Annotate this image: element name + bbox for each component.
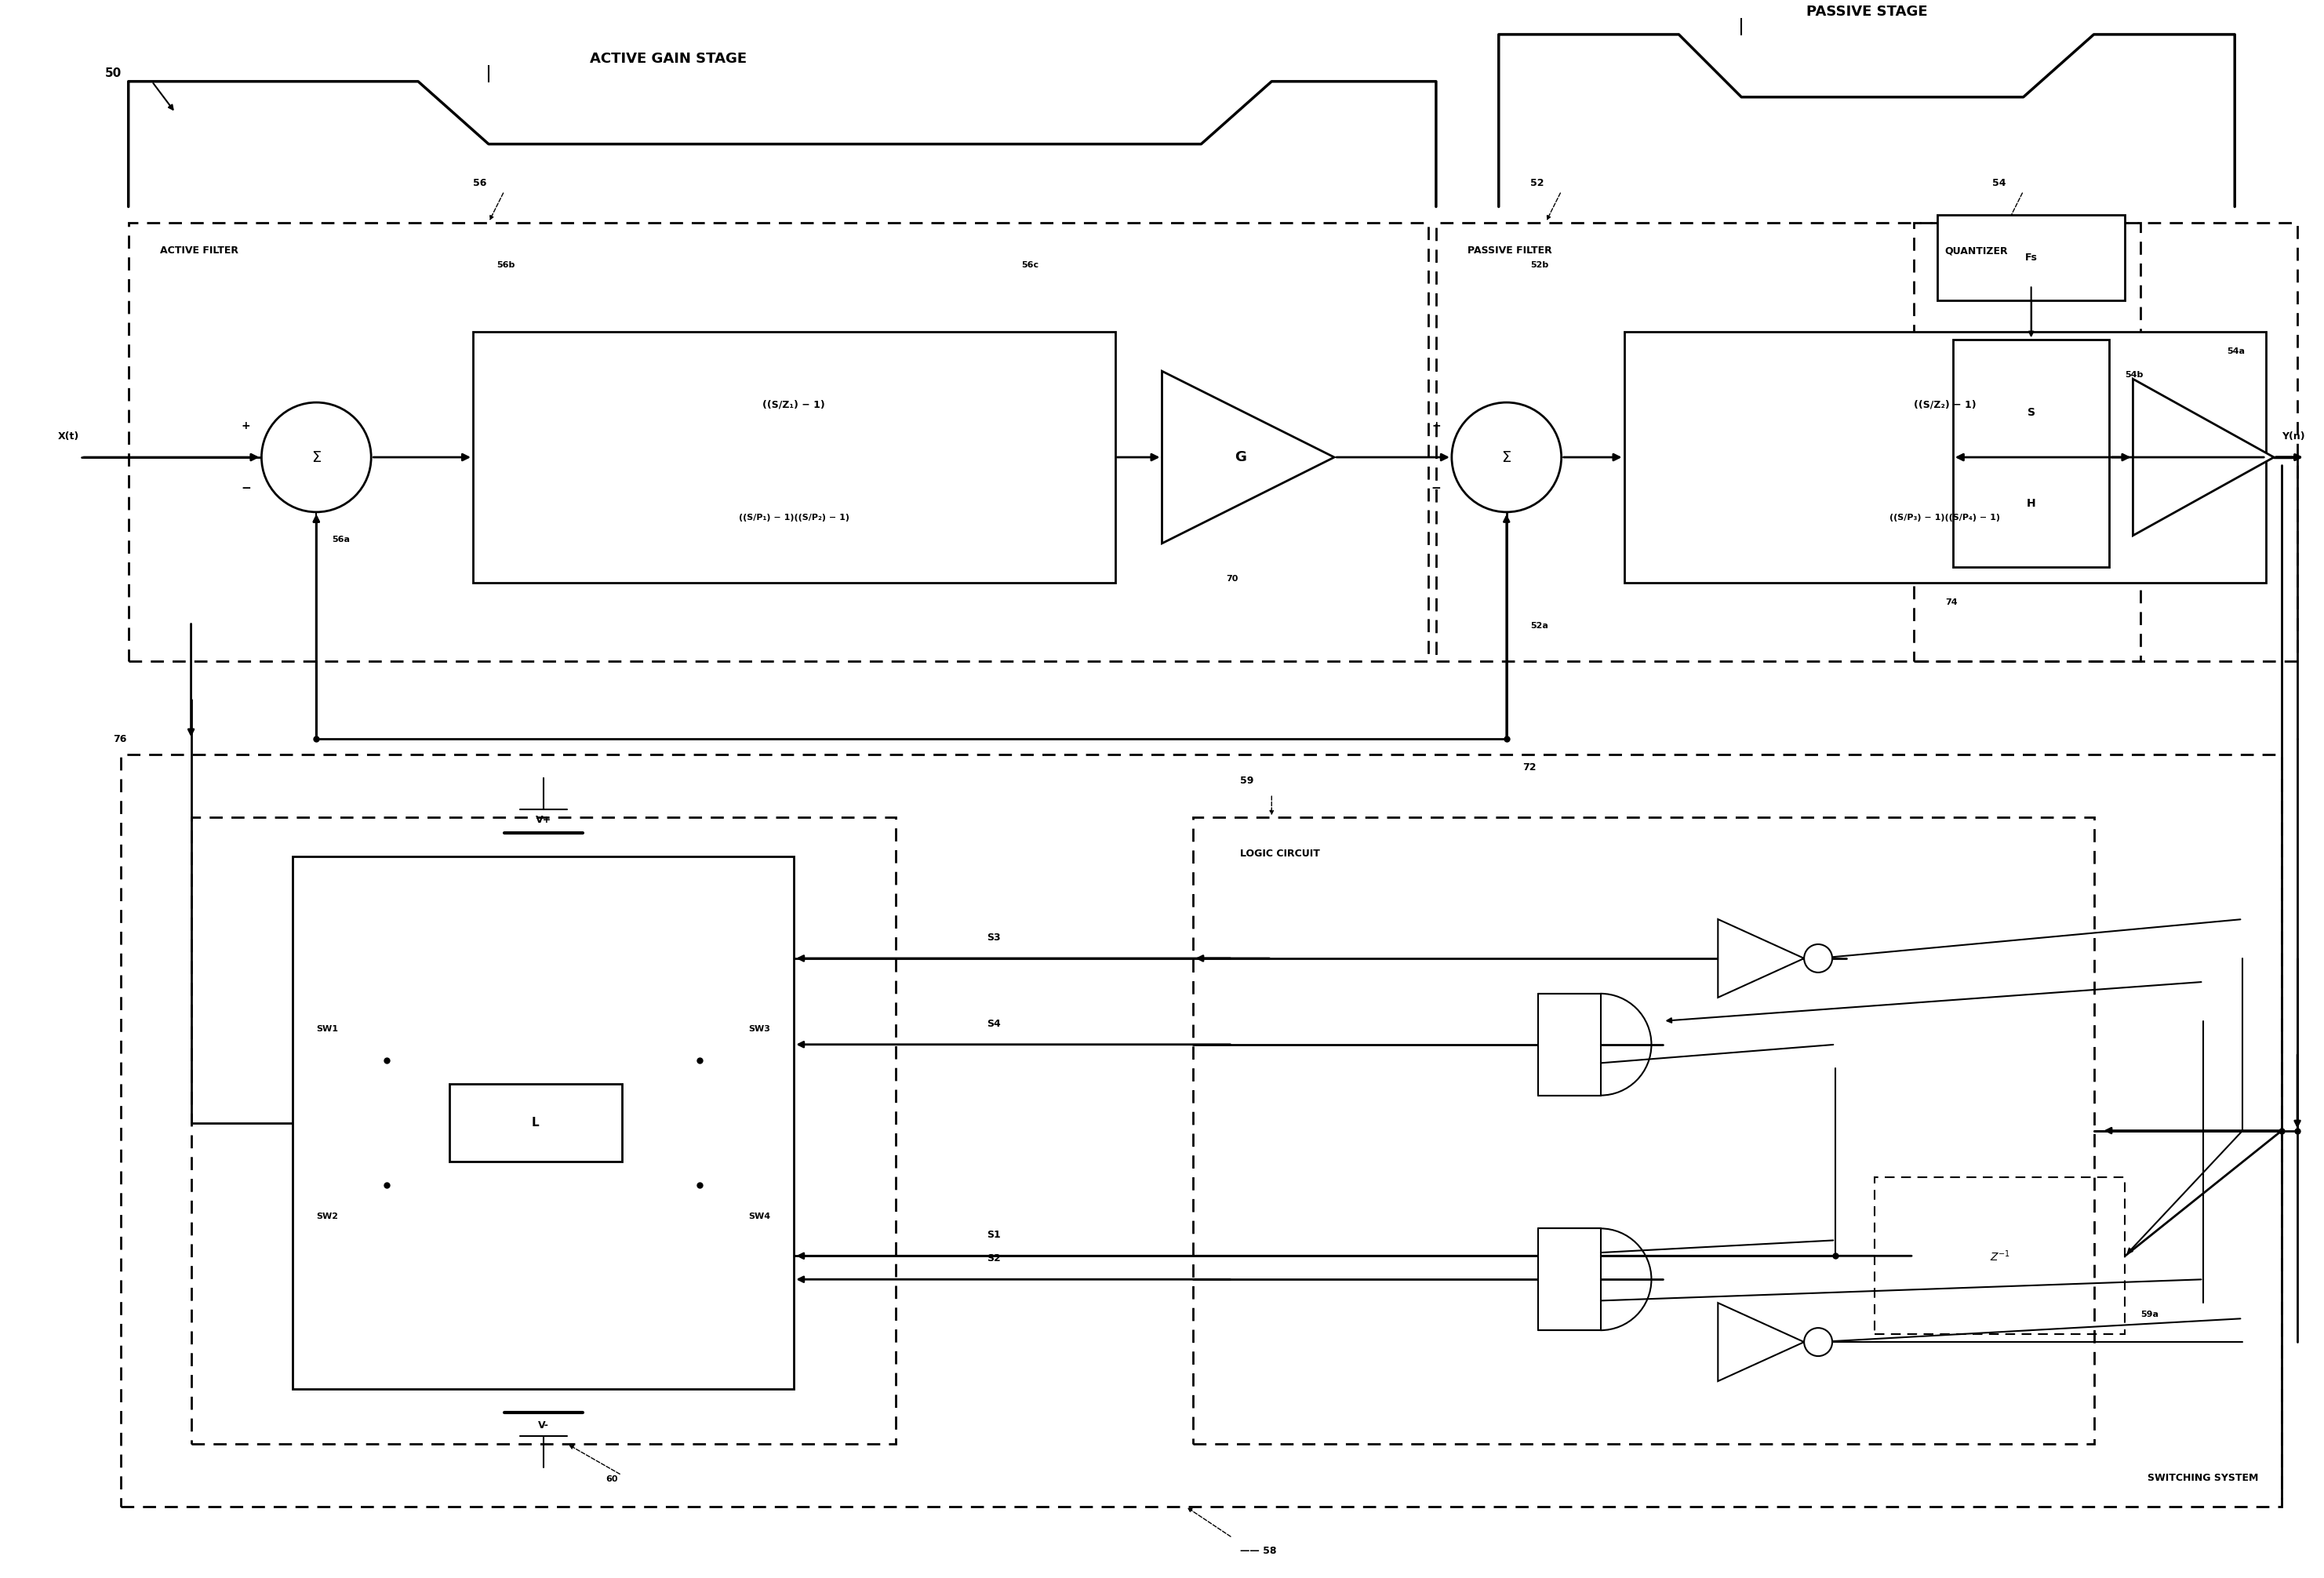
Text: H: H <box>2027 497 2036 508</box>
Text: 50: 50 <box>105 68 121 79</box>
Text: ((S/Z₂) − 1): ((S/Z₂) − 1) <box>1913 399 1975 410</box>
Polygon shape <box>449 1084 623 1161</box>
Text: 76: 76 <box>114 734 125 745</box>
Text: ((S/Z₁) − 1): ((S/Z₁) − 1) <box>762 399 825 410</box>
Polygon shape <box>1717 920 1803 997</box>
Text: ACTIVE GAIN STAGE: ACTIVE GAIN STAGE <box>590 52 748 66</box>
Text: PASSIVE FILTER: PASSIVE FILTER <box>1466 246 1552 256</box>
Text: $Z^{-1}$: $Z^{-1}$ <box>1989 1248 2010 1262</box>
Circle shape <box>1452 402 1562 511</box>
Text: —— 58: —— 58 <box>1241 1545 1276 1556</box>
Polygon shape <box>293 857 795 1389</box>
Text: 56a: 56a <box>332 535 351 543</box>
Text: 52: 52 <box>1529 178 1543 188</box>
Polygon shape <box>2133 379 2273 535</box>
Text: −: − <box>242 483 251 494</box>
Text: −: − <box>1432 483 1441 494</box>
Text: 54b: 54b <box>2124 371 2143 379</box>
Text: S: S <box>2027 407 2036 418</box>
Text: 52a: 52a <box>1529 622 1548 630</box>
Text: 56b: 56b <box>497 262 514 270</box>
Polygon shape <box>1952 339 2110 567</box>
Polygon shape <box>474 331 1116 582</box>
Circle shape <box>1803 944 1831 972</box>
Text: SW2: SW2 <box>316 1213 339 1221</box>
Text: SWITCHING SYSTEM: SWITCHING SYSTEM <box>2147 1472 2259 1483</box>
Circle shape <box>1803 1329 1831 1356</box>
Text: V+: V+ <box>535 816 551 825</box>
Text: SW3: SW3 <box>748 1024 772 1032</box>
Polygon shape <box>1538 1229 1601 1330</box>
Text: 54: 54 <box>1992 178 2006 188</box>
Polygon shape <box>1162 371 1334 543</box>
Text: QUANTIZER: QUANTIZER <box>1945 246 2008 256</box>
Text: 54a: 54a <box>2226 347 2245 355</box>
Text: 60: 60 <box>607 1475 618 1483</box>
Text: S1: S1 <box>988 1229 1002 1240</box>
Circle shape <box>263 402 372 511</box>
Polygon shape <box>1938 215 2124 301</box>
Text: L: L <box>532 1117 539 1128</box>
Text: 59: 59 <box>1241 776 1255 786</box>
Text: 52b: 52b <box>1529 262 1548 270</box>
Text: ((S/P₁) − 1)((S/P₂) − 1): ((S/P₁) − 1)((S/P₂) − 1) <box>739 513 848 521</box>
Text: ACTIVE FILTER: ACTIVE FILTER <box>160 246 237 256</box>
Polygon shape <box>1538 994 1601 1095</box>
Text: 59a: 59a <box>2140 1311 2159 1319</box>
Text: 74: 74 <box>1945 598 1957 606</box>
Text: S4: S4 <box>988 1019 1002 1029</box>
Text: G: G <box>1234 450 1246 464</box>
Text: V-: V- <box>537 1420 548 1431</box>
Text: Y(n): Y(n) <box>2282 431 2305 442</box>
Text: Fs: Fs <box>2024 252 2038 262</box>
Text: X(t): X(t) <box>58 431 79 442</box>
Polygon shape <box>1624 331 2266 582</box>
Text: SW1: SW1 <box>316 1024 339 1032</box>
Text: S3: S3 <box>988 933 1002 942</box>
Text: +: + <box>242 420 251 431</box>
Text: 56: 56 <box>474 178 486 188</box>
Text: 72: 72 <box>1522 762 1536 773</box>
Text: S2: S2 <box>988 1253 1002 1264</box>
Text: SW4: SW4 <box>748 1213 772 1221</box>
Text: ((S/P₃) − 1)((S/P₄) − 1): ((S/P₃) − 1)((S/P₄) − 1) <box>1889 513 2001 521</box>
Text: 56c: 56c <box>1020 262 1039 270</box>
Text: +: + <box>1432 420 1441 431</box>
Text: 70: 70 <box>1227 574 1239 582</box>
Text: $\Sigma$: $\Sigma$ <box>311 450 321 464</box>
Text: LOGIC CIRCUIT: LOGIC CIRCUIT <box>1241 849 1320 858</box>
Text: PASSIVE STAGE: PASSIVE STAGE <box>1806 5 1927 19</box>
Text: $\Sigma$: $\Sigma$ <box>1501 450 1511 464</box>
Polygon shape <box>1717 1303 1803 1381</box>
